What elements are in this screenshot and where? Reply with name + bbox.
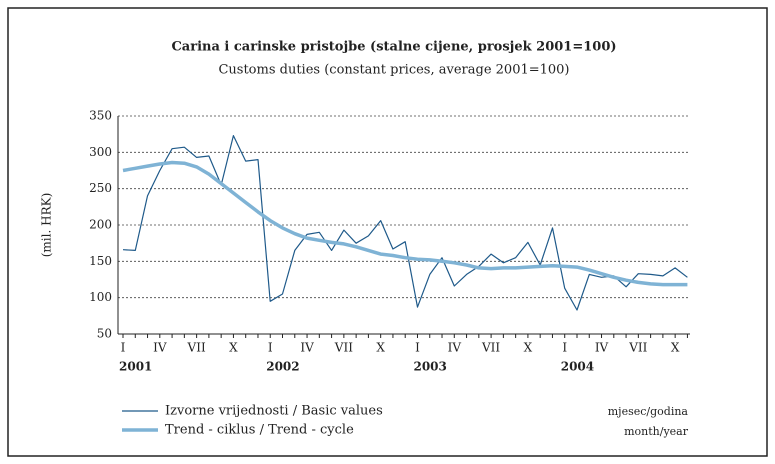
legend-label: Izvorne vrijednosti / Basic values [165, 404, 383, 419]
y-tick-label: 100 [89, 290, 112, 304]
year-label: 2002 [266, 360, 299, 374]
y-tick-label: 150 [89, 254, 112, 268]
year-label: 2003 [413, 360, 446, 374]
series-line [122, 135, 688, 311]
x-tick-label: I [268, 341, 273, 355]
x-tick-label: VII [628, 341, 647, 355]
x-tick-label: I [415, 341, 420, 355]
x-axis-label: mjesec/godina [608, 405, 689, 418]
x-tick-label: IV [153, 341, 167, 355]
x-tick-label: VII [481, 341, 500, 355]
x-tick-label: IV [595, 341, 609, 355]
series-line [122, 160, 688, 287]
year-label: 2004 [561, 360, 594, 374]
y-tick-label: 300 [89, 145, 112, 159]
x-tick-label: VII [187, 341, 206, 355]
x-tick-label: X [524, 341, 533, 355]
y-axis-label: (mil. HRK) [40, 193, 54, 258]
frame [7, 7, 768, 457]
x-tick-label: X [671, 341, 680, 355]
x-tick-label: I [121, 341, 126, 355]
legend-label: Trend - ciklus / Trend - cycle [165, 423, 354, 438]
y-tick-label: 250 [89, 181, 112, 195]
y-tick-label: 50 [97, 327, 112, 341]
x-tick-label: I [562, 341, 567, 355]
x-tick-label: VII [334, 341, 353, 355]
chart-subtitle: Customs duties (constant prices, average… [218, 63, 569, 78]
y-tick-label: 200 [89, 218, 112, 232]
chart-title: Carina i carinske pristojbe (stalne cije… [171, 40, 616, 55]
x-tick-label: IV [300, 341, 314, 355]
year-label: 2001 [119, 360, 152, 374]
y-tick-label: 350 [89, 109, 112, 123]
x-axis-label: month/year [624, 425, 689, 438]
x-tick-label: X [229, 341, 238, 355]
x-tick-label: IV [448, 341, 462, 355]
x-tick-label: X [376, 341, 385, 355]
